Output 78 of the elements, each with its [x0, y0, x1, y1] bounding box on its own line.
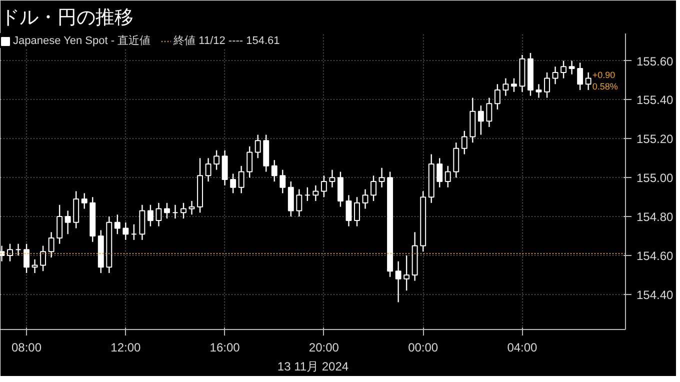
candlestick: [56, 204, 63, 244]
candlestick: [64, 210, 71, 235]
candlestick: [337, 171, 344, 208]
candlestick: [32, 258, 38, 274]
x-tick-label: 20:00: [308, 340, 340, 354]
candlestick: [114, 214, 120, 235]
annotation: +0.90: [592, 70, 616, 80]
candlestick: [122, 222, 129, 241]
x-axis-title: 13 11月 2024: [277, 360, 349, 374]
candlestick: [494, 84, 500, 110]
candlestick: [560, 60, 567, 79]
candlestick: [156, 202, 162, 227]
candlestick: [280, 169, 286, 194]
candlestick: [288, 180, 294, 218]
candlestick: [254, 134, 261, 159]
candlestick: [304, 186, 310, 202]
candlestick: [378, 167, 385, 188]
x-tick-label: 08:00: [12, 340, 42, 354]
candlestick: [246, 146, 253, 178]
candlestick: [354, 196, 360, 227]
legend-label: Japanese Yen Spot - 直近値: [13, 34, 151, 48]
candlestick: [271, 159, 278, 182]
y-tick-label: 155.20: [636, 132, 674, 146]
candlestick: [436, 158, 443, 188]
candlestick: [444, 165, 451, 188]
candlestick: [544, 72, 550, 98]
x-tick-label: 00:00: [408, 340, 438, 354]
candlestick: [48, 232, 54, 258]
y-tick-label: 155.40: [636, 93, 674, 108]
x-tick-label: 12:00: [110, 340, 142, 354]
legend-label: 終値 11/12 ---- 154.61: [174, 34, 280, 48]
candlestick: [147, 204, 154, 227]
y-tick-label: 154.60: [636, 249, 674, 263]
candlestick: [346, 194, 352, 227]
y-tick-label: 155.00: [636, 171, 674, 186]
chart-title: ドル・円の推移: [0, 8, 134, 28]
candlestick: [172, 204, 178, 220]
candlestick: [214, 150, 220, 170]
candlestick: [296, 188, 302, 218]
candlestick: [164, 202, 170, 220]
candlestick: [486, 97, 492, 128]
candlestick: [577, 62, 584, 91]
x-tick-label: 16:00: [210, 340, 240, 354]
candlestick: [552, 66, 558, 85]
candlestick: [40, 245, 46, 272]
candlestick: [453, 142, 460, 178]
candlestick: [329, 169, 336, 188]
candlestick: [130, 224, 137, 241]
y-tick-label: 155.60: [636, 54, 674, 68]
candlestick: [478, 104, 484, 136]
candlestick: [205, 158, 212, 182]
candlestick: [222, 150, 228, 186]
candlestick: [568, 60, 575, 75]
candlestick: [312, 184, 319, 202]
candlestick: [73, 190, 80, 229]
candlestick: [585, 72, 592, 91]
candlestick: [510, 78, 517, 93]
y-tick-label: 154.80: [636, 210, 674, 224]
annotation: 0.58%: [592, 81, 618, 92]
candlestick: [404, 254, 410, 292]
candlestick: [139, 204, 146, 241]
candlestick: [370, 175, 376, 202]
candlestick: [395, 260, 402, 303]
candlestick: [7, 243, 13, 262]
candlestick: [180, 202, 186, 220]
y-tick-label: 154.40: [636, 288, 674, 302]
candlestick: [362, 188, 368, 210]
x-tick-label: 04:00: [507, 340, 538, 354]
candlestick: [15, 243, 22, 256]
candlestick: [24, 243, 30, 274]
candlestick: [238, 165, 244, 194]
candlestick: [320, 175, 327, 198]
candlestick: [461, 130, 468, 155]
candlestick: [502, 78, 509, 96]
candlestick: [230, 173, 236, 194]
candlestick: [188, 200, 195, 216]
candlestick: [81, 192, 88, 210]
candlestick: [536, 84, 542, 98]
